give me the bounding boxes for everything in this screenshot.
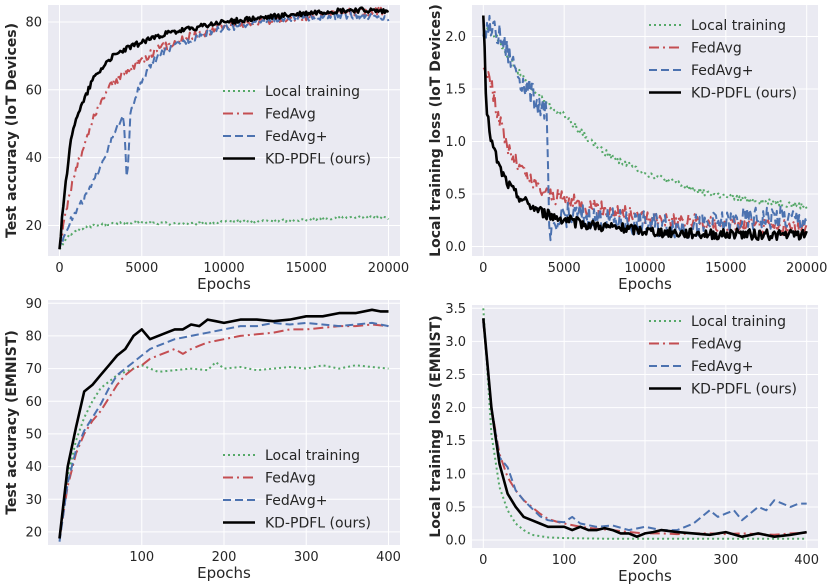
x-axis-label: Epochs	[197, 564, 251, 582]
series-line-local	[482, 308, 807, 540]
x-tick-label: 0	[55, 261, 63, 276]
x-tick-label: 100	[552, 553, 577, 568]
series-line-kd	[58, 6, 390, 250]
y-tick-label: 2.0	[445, 30, 466, 45]
x-tick-label: 0	[479, 261, 487, 276]
legend: Local training FedAvg FedAvg+ KD-PDFL (ours…	[223, 84, 371, 168]
legend-label-fedavgp: FedAvg+	[265, 493, 327, 509]
y-tick-label: 3.0	[445, 335, 466, 350]
legend-label-local: Local training	[691, 18, 786, 34]
y-tick-label: 1.5	[445, 434, 466, 449]
y-tick-label: 3.5	[445, 302, 466, 317]
series-line-kd	[482, 15, 808, 242]
series-line-local	[58, 361, 389, 539]
x-tick-label: 100	[129, 550, 154, 565]
x-tick-label: 15000	[286, 261, 327, 276]
legend: Local training FedAvg FedAvg+ KD-PDFL (ours…	[649, 18, 797, 102]
x-tick-label: 400	[794, 553, 819, 568]
x-tick-label: 0	[479, 553, 487, 568]
y-tick-label: 2.5	[445, 368, 466, 383]
y-tick-label: 60	[25, 395, 42, 410]
series-line-kd	[482, 318, 807, 538]
legend-label-fedavgp: FedAvg+	[691, 359, 753, 375]
x-tick-label: 20000	[368, 261, 409, 276]
y-tick-label: 20	[25, 525, 42, 540]
y-tick-label: 50	[25, 427, 42, 442]
x-tick-label: 300	[713, 553, 738, 568]
legend-label-fedavgp: FedAvg+	[691, 63, 753, 79]
panel-3: 100 200 300 400 20 30 40 50 60 70 80 90 Epochs Test a…	[4, 297, 401, 582]
y-tick-label: 20	[25, 219, 42, 234]
y-tick-label: 90	[25, 297, 42, 312]
panel-4: 0 100 200 300 400 0.0 0.5 1.0 1.5 2.0 2.5 3.0 3.5 Epo…	[428, 302, 819, 585]
y-tick-label: 1.5	[445, 83, 466, 98]
y-tick-label: 1.0	[445, 467, 466, 482]
legend-label-local: Local training	[265, 84, 360, 100]
series-line-fedavg	[482, 67, 808, 237]
legend-label-fedavgp: FedAvg+	[265, 129, 327, 145]
y-axis-label: Local training loss (IoT Devices)	[428, 4, 444, 257]
legend: Local training FedAvg FedAvg+ KD-PDFL (ours…	[649, 314, 797, 398]
x-tick-label: 5000	[125, 261, 158, 276]
series-line-fedavg	[482, 321, 807, 536]
legend-label-fedavg: FedAvg	[265, 471, 316, 487]
series-line-fedavgp	[482, 321, 807, 532]
legend-label-fedavg: FedAvg	[691, 337, 742, 353]
series-line-kd	[58, 308, 389, 539]
legend-label-local: Local training	[265, 448, 360, 464]
panel-2: 0 5000 10000 15000 20000 0.0 0.5 1.0 1.5 2.0 Epoch…	[428, 4, 827, 293]
legend-label-kd: KD-PDFL (ours)	[265, 516, 371, 532]
x-tick-label: 5000	[548, 261, 581, 276]
y-tick-label: 0.0	[445, 240, 466, 255]
y-axis-label: Test accuracy (EMNIST)	[4, 330, 20, 515]
legend-label-kd: KD-PDFL (ours)	[691, 86, 797, 102]
y-tick-label: 40	[25, 460, 42, 475]
legend-label-kd: KD-PDFL (ours)	[265, 152, 371, 168]
x-tick-label: 300	[294, 550, 319, 565]
x-tick-label: 15000	[705, 261, 746, 276]
x-axis-label: Epochs	[618, 567, 672, 585]
legend-label-fedavg: FedAvg	[265, 107, 316, 123]
y-tick-label: 80	[25, 329, 42, 344]
y-tick-label: 0.5	[445, 500, 466, 515]
legend-label-local: Local training	[691, 314, 786, 330]
series-line-fedavgp	[482, 14, 808, 242]
y-tick-label: 70	[25, 362, 42, 377]
x-axis-label: Epochs	[197, 275, 251, 293]
y-tick-label: 60	[25, 83, 42, 98]
y-axis-label: Local training loss (EMNIST)	[428, 315, 444, 537]
y-tick-label: 2.0	[445, 401, 466, 416]
x-tick-label: 400	[376, 550, 401, 565]
x-tick-label: 20000	[786, 261, 827, 276]
y-tick-label: 30	[25, 493, 42, 508]
legend-label-fedavg: FedAvg	[691, 41, 742, 57]
x-tick-label: 200	[212, 550, 237, 565]
panel-1: 0 5000 10000 15000 20000 20 40 60 80 Epochs Test a…	[4, 5, 409, 293]
y-tick-label: 40	[25, 151, 42, 166]
series-line-fedavg	[58, 323, 389, 539]
legend: Local training FedAvg FedAvg+ KD-PDFL (ours…	[223, 448, 371, 532]
y-tick-label: 1.0	[445, 135, 466, 150]
x-tick-label: 10000	[203, 261, 244, 276]
y-tick-label: 0.0	[445, 534, 466, 549]
legend-label-kd: KD-PDFL (ours)	[691, 382, 797, 398]
y-tick-label: 0.5	[445, 188, 466, 203]
x-tick-label: 10000	[624, 261, 665, 276]
x-axis-label: Epochs	[618, 275, 672, 293]
series-line-local	[482, 25, 808, 210]
series-line-fedavgp	[58, 321, 389, 542]
x-tick-label: 200	[633, 553, 658, 568]
y-tick-label: 80	[25, 15, 42, 30]
y-axis-label: Test accuracy (IoT Devices)	[4, 23, 20, 238]
